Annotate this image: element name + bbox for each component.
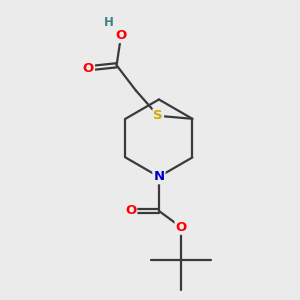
Text: S: S: [153, 109, 163, 122]
Text: O: O: [176, 221, 187, 234]
Text: O: O: [125, 204, 136, 218]
Text: O: O: [116, 29, 127, 42]
Text: H: H: [104, 16, 114, 29]
Text: O: O: [83, 62, 94, 75]
Text: N: N: [153, 170, 164, 183]
